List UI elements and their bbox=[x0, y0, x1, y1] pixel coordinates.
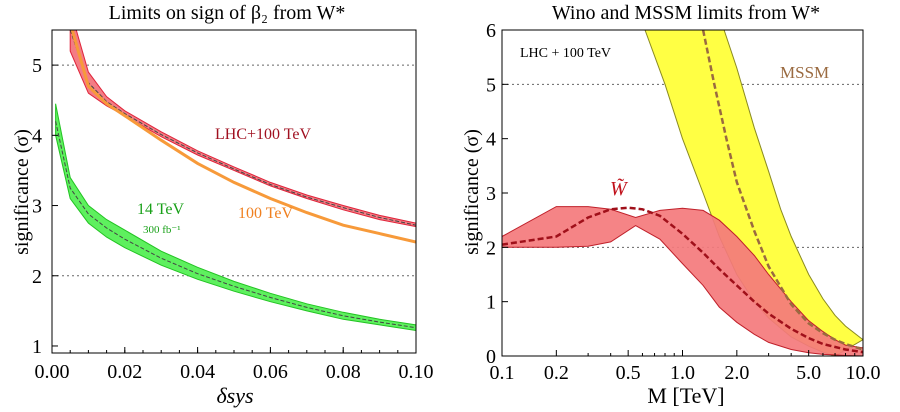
left-y-tick-label: 5 bbox=[32, 55, 42, 77]
right-chart-title: Wino and MSSM limits from W* bbox=[552, 2, 820, 24]
right-y-tick-label: 2 bbox=[486, 237, 496, 259]
left-chart-title: Limits on sign of β₂ from W* bbox=[109, 2, 346, 24]
right-y-tick-label: 6 bbox=[486, 20, 496, 42]
right-label-lhc100: LHC + 100 TeV bbox=[520, 46, 611, 61]
right-label-wino: W̃ bbox=[610, 177, 629, 200]
left-y-tick-label: 3 bbox=[32, 196, 42, 218]
right-chart: Wino and MSSM limits from W* 0.1 0.2 0.5 1.… bbox=[461, 2, 881, 408]
left-center-14tev bbox=[55, 121, 416, 329]
right-x-tick-label: 0.5 bbox=[616, 362, 641, 384]
left-x-axis-label: δsys bbox=[216, 383, 253, 408]
left-band-lhc100 bbox=[69, 30, 416, 228]
left-y-tick-label: 1 bbox=[32, 336, 42, 358]
right-y-tick-label: 1 bbox=[486, 292, 496, 314]
left-y-tick-label: 2 bbox=[32, 266, 42, 288]
right-center-mssm bbox=[701, 30, 863, 351]
right-x-tick-label: 5.0 bbox=[796, 362, 821, 384]
right-x-tick-label: 0.1 bbox=[490, 362, 515, 384]
left-x-tick-label: 0.10 bbox=[399, 361, 434, 383]
left-line-100tev bbox=[70, 30, 416, 244]
left-label-14tev: 14 TeV bbox=[137, 201, 184, 218]
left-x-tick-label: 0.04 bbox=[180, 361, 215, 383]
right-label-mssm: MSSM bbox=[780, 63, 829, 82]
left-center-lhc100 bbox=[69, 30, 416, 226]
right-x-tick-label: 10.0 bbox=[846, 362, 881, 384]
right-y-tick-label: 0 bbox=[486, 346, 496, 368]
right-x-tick-label: 2.0 bbox=[724, 362, 749, 384]
right-y-tick-label: 4 bbox=[486, 129, 496, 151]
right-x-axis-label: M [TeV] bbox=[647, 383, 724, 408]
left-x-tick-label: 0.06 bbox=[253, 361, 288, 383]
right-y-axis-label: significance (σ) bbox=[461, 129, 483, 255]
right-band-wino bbox=[502, 206, 863, 356]
left-x-tick-label: 0.08 bbox=[326, 361, 361, 383]
right-y-tick-label: 3 bbox=[486, 183, 496, 205]
left-label-100tev: 100 TeV bbox=[238, 205, 293, 222]
left-label-lumi: 300 fb⁻¹ bbox=[143, 224, 181, 236]
left-y-axis-label: significance (σ) bbox=[11, 129, 33, 255]
right-y-tick-label: 5 bbox=[486, 74, 496, 96]
right-x-tick-label: 0.2 bbox=[544, 362, 569, 384]
left-x-tick-label: 0.00 bbox=[35, 361, 70, 383]
left-plot-frame bbox=[51, 29, 417, 354]
left-label-lhc100: LHC+100 TeV bbox=[215, 126, 311, 143]
left-chart: Limits on sign of β₂ from W* 0.00 0.02 0.0… bbox=[11, 2, 434, 408]
left-band-14tev bbox=[55, 103, 416, 332]
right-center-wino bbox=[502, 206, 863, 354]
left-y-tick-label: 4 bbox=[32, 125, 42, 147]
left-x-tick-label: 0.02 bbox=[107, 361, 142, 383]
right-x-tick-label: 1.0 bbox=[670, 362, 695, 384]
